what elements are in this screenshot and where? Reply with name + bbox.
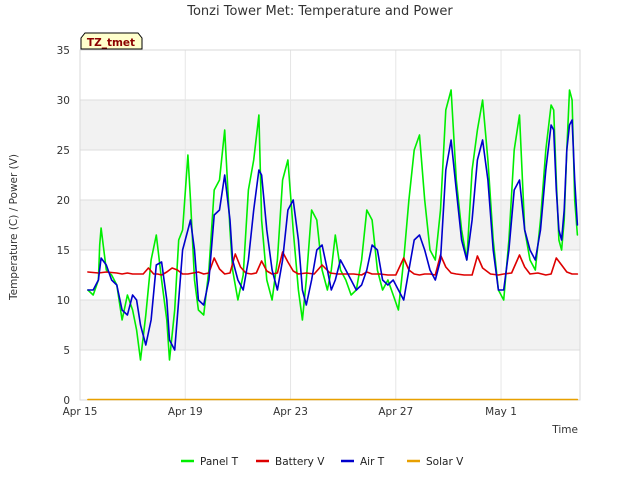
legend-label: Solar V	[426, 456, 464, 468]
x-axis-title: Time	[551, 424, 578, 436]
tag-badge: TZ_tmet	[80, 32, 143, 50]
legend-label: Battery V	[275, 456, 325, 468]
legend-label: Panel T	[200, 456, 239, 468]
y-axis-tick-labels: 0 5 10 15 20 25 30 35	[57, 45, 70, 407]
plot-band	[80, 50, 580, 100]
y-tick-label: 0	[63, 395, 70, 407]
plot-band	[80, 200, 580, 250]
x-tick-label: Apr 19	[168, 406, 203, 418]
tag-badge-shape	[80, 32, 143, 50]
legend-item-solar-v: Solar V	[407, 456, 464, 468]
plot-band	[80, 150, 580, 200]
plot-band	[80, 350, 580, 400]
series-lines	[87, 89, 579, 401]
y-tick-label: 25	[57, 145, 70, 157]
y-tick-label: 35	[57, 45, 70, 57]
x-tick-label: Apr 23	[273, 406, 308, 418]
tag-label: TZ_tmet	[87, 37, 135, 49]
y-tick-label: 15	[57, 245, 70, 257]
legend-label: Air T	[360, 456, 385, 468]
series-line-panel-t	[87, 89, 579, 361]
y-tick-label: 30	[57, 95, 70, 107]
x-tick-label: Apr 15	[63, 406, 98, 418]
x-axis-tick-labels: Apr 15 Apr 19 Apr 23 Apr 27 May 1	[63, 406, 517, 418]
legend: Panel T Battery V Air T Solar V	[181, 456, 464, 468]
x-tick-label: Apr 27	[378, 406, 413, 418]
chart-title: Tonzi Tower Met: Temperature and Power	[186, 4, 453, 19]
y-axis-title: Temperature (C) / Power (V)	[8, 154, 20, 301]
series-line-air-t	[87, 119, 579, 351]
y-tick-label: 20	[57, 195, 70, 207]
legend-item-battery-v: Battery V	[256, 456, 325, 468]
plot-band	[80, 100, 580, 150]
legend-item-panel-t: Panel T	[181, 456, 239, 468]
plot-band	[80, 300, 580, 350]
y-tick-label: 10	[57, 295, 70, 307]
plot-background-bands	[80, 50, 580, 400]
x-tick-label: May 1	[485, 406, 517, 418]
legend-item-air-t: Air T	[341, 456, 385, 468]
y-tick-label: 5	[63, 345, 70, 357]
